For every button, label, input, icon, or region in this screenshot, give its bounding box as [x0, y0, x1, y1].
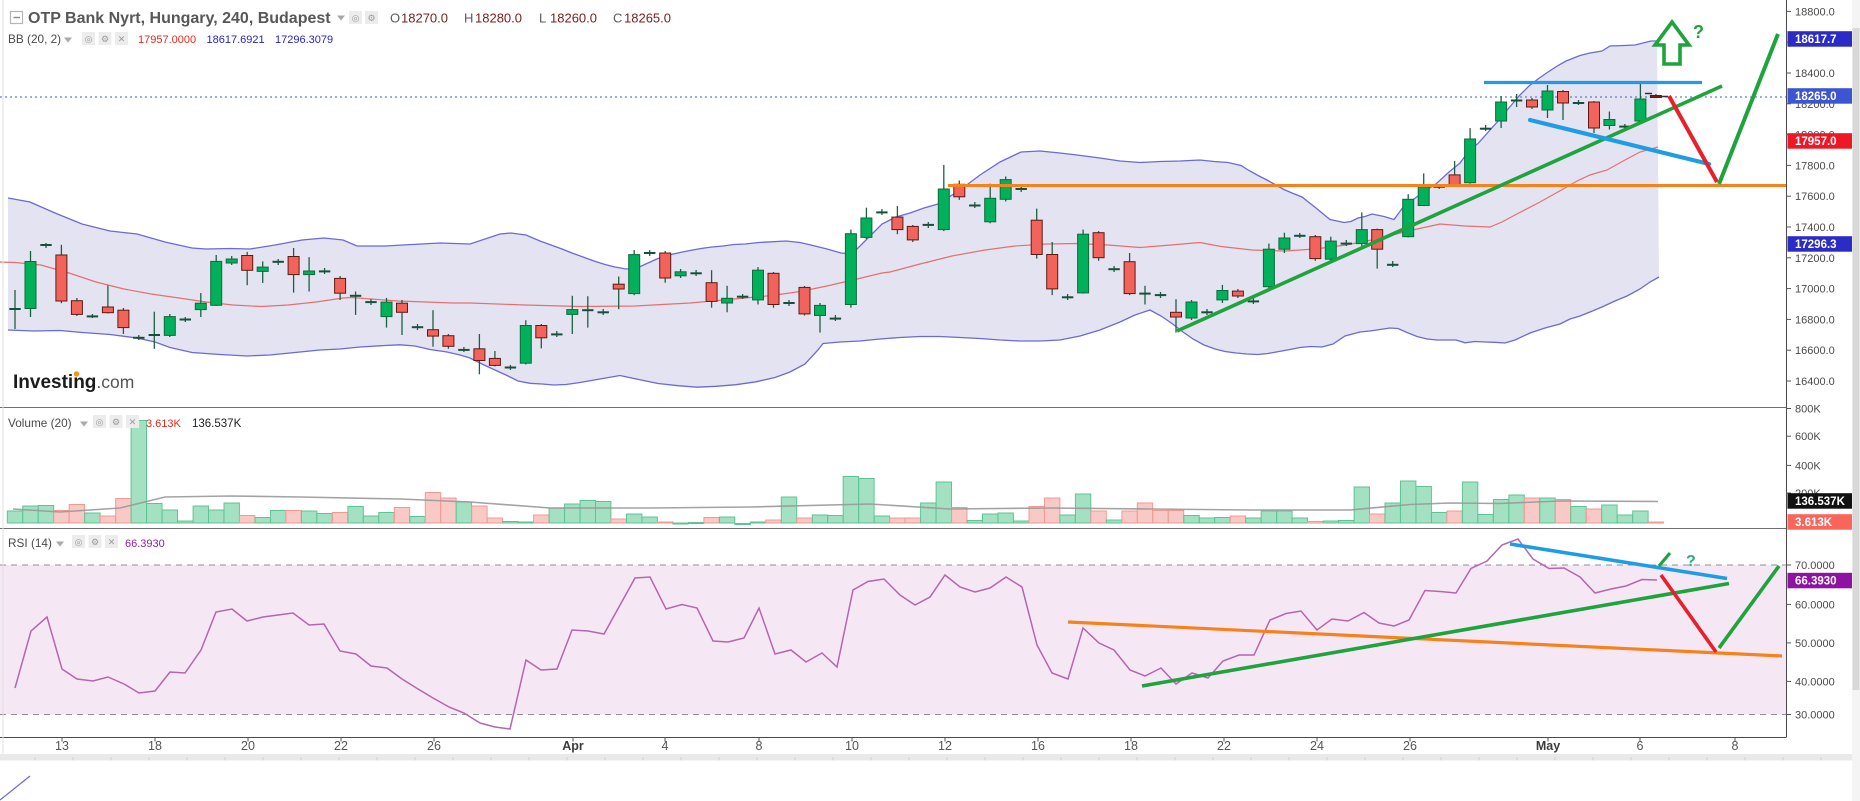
svg-text:◎: ◎ [75, 537, 83, 547]
svg-text:60.0000: 60.0000 [1795, 599, 1835, 611]
svg-text:✕: ✕ [108, 537, 116, 547]
svg-text:4: 4 [662, 739, 669, 753]
svg-text:8: 8 [1732, 739, 1739, 753]
svg-text:50.0000: 50.0000 [1795, 638, 1835, 650]
svg-text:?: ? [1686, 553, 1696, 570]
svg-text:136.537K: 136.537K [1795, 496, 1846, 508]
svg-text:8: 8 [756, 739, 763, 753]
svg-text:70.0000: 70.0000 [1795, 560, 1835, 572]
svg-text:136.537K: 136.537K [192, 418, 242, 430]
svg-text:40.0000: 40.0000 [1795, 676, 1835, 688]
svg-text:18: 18 [1124, 739, 1138, 753]
svg-text:20: 20 [241, 739, 255, 753]
svg-text:H: H [464, 11, 473, 26]
svg-text:17800.0: 17800.0 [1795, 160, 1835, 172]
svg-text:18400.0: 18400.0 [1795, 68, 1835, 80]
svg-text:22: 22 [334, 739, 348, 753]
svg-text:17200.0: 17200.0 [1795, 253, 1835, 265]
svg-text:17296.3079: 17296.3079 [275, 34, 333, 46]
svg-text:800K: 800K [1795, 404, 1821, 416]
svg-text:16: 16 [1031, 739, 1045, 753]
svg-text:17957.0: 17957.0 [1795, 136, 1837, 148]
svg-text:3.613K: 3.613K [1795, 517, 1833, 529]
svg-text:400K: 400K [1795, 460, 1821, 472]
svg-text:OTP Bank Nyrt, Hungary, 240, B: OTP Bank Nyrt, Hungary, 240, Budapest [28, 10, 331, 27]
svg-text:16400.0: 16400.0 [1795, 376, 1835, 388]
svg-text:May: May [1536, 739, 1560, 753]
svg-text:18: 18 [148, 739, 162, 753]
svg-text:26: 26 [1403, 739, 1417, 753]
svg-text:Investing.com: Investing.com [13, 372, 134, 393]
svg-text:66.3930: 66.3930 [125, 538, 165, 550]
svg-text:O: O [390, 11, 400, 26]
svg-text:◎: ◎ [96, 417, 104, 427]
svg-text:3.613K: 3.613K [146, 418, 182, 430]
svg-text:17296.3: 17296.3 [1795, 239, 1837, 251]
svg-text:18617.6921: 18617.6921 [207, 34, 265, 46]
svg-text:⚙: ⚙ [367, 13, 375, 23]
svg-text:22: 22 [1217, 739, 1231, 753]
svg-text:16800.0: 16800.0 [1795, 314, 1835, 326]
svg-text:C: C [613, 11, 622, 26]
svg-text:◎: ◎ [352, 13, 360, 23]
svg-text:⚙: ⚙ [112, 417, 120, 427]
svg-text:⚙: ⚙ [101, 34, 109, 44]
svg-text:RSI (14): RSI (14) [8, 536, 52, 550]
svg-text:600K: 600K [1795, 431, 1821, 443]
svg-text:17400.0: 17400.0 [1795, 222, 1835, 234]
svg-text:⚙: ⚙ [91, 537, 99, 547]
svg-text:17600.0: 17600.0 [1795, 191, 1835, 203]
svg-text:18280.0: 18280.0 [475, 11, 522, 26]
svg-text:BB (20, 2): BB (20, 2) [8, 32, 61, 46]
svg-text:10: 10 [845, 739, 859, 753]
svg-text:L: L [539, 11, 546, 26]
svg-text:18265.0: 18265.0 [624, 11, 671, 26]
svg-text:✕: ✕ [129, 417, 137, 427]
svg-text:◎: ◎ [85, 34, 93, 44]
svg-text:17000.0: 17000.0 [1795, 284, 1835, 296]
svg-text:18260.0: 18260.0 [550, 11, 597, 26]
svg-text:30.0000: 30.0000 [1795, 710, 1835, 722]
svg-text:Volume (20): Volume (20) [8, 416, 72, 430]
svg-text:18270.0: 18270.0 [401, 11, 448, 26]
svg-text:66.3930: 66.3930 [1795, 576, 1837, 588]
svg-text:24: 24 [1310, 739, 1324, 753]
svg-text:18265.0: 18265.0 [1795, 91, 1837, 103]
svg-text:?: ? [1693, 22, 1704, 42]
svg-text:13: 13 [55, 739, 69, 753]
svg-text:18800.0: 18800.0 [1795, 6, 1835, 18]
svg-text:26: 26 [427, 739, 441, 753]
svg-text:16600.0: 16600.0 [1795, 345, 1835, 357]
svg-text:12: 12 [938, 739, 952, 753]
svg-text:Apr: Apr [562, 739, 584, 753]
svg-text:6: 6 [1637, 739, 1644, 753]
svg-text:18617.7: 18617.7 [1795, 34, 1837, 46]
svg-text:✕: ✕ [118, 34, 126, 44]
svg-text:17957.0000: 17957.0000 [138, 34, 196, 46]
